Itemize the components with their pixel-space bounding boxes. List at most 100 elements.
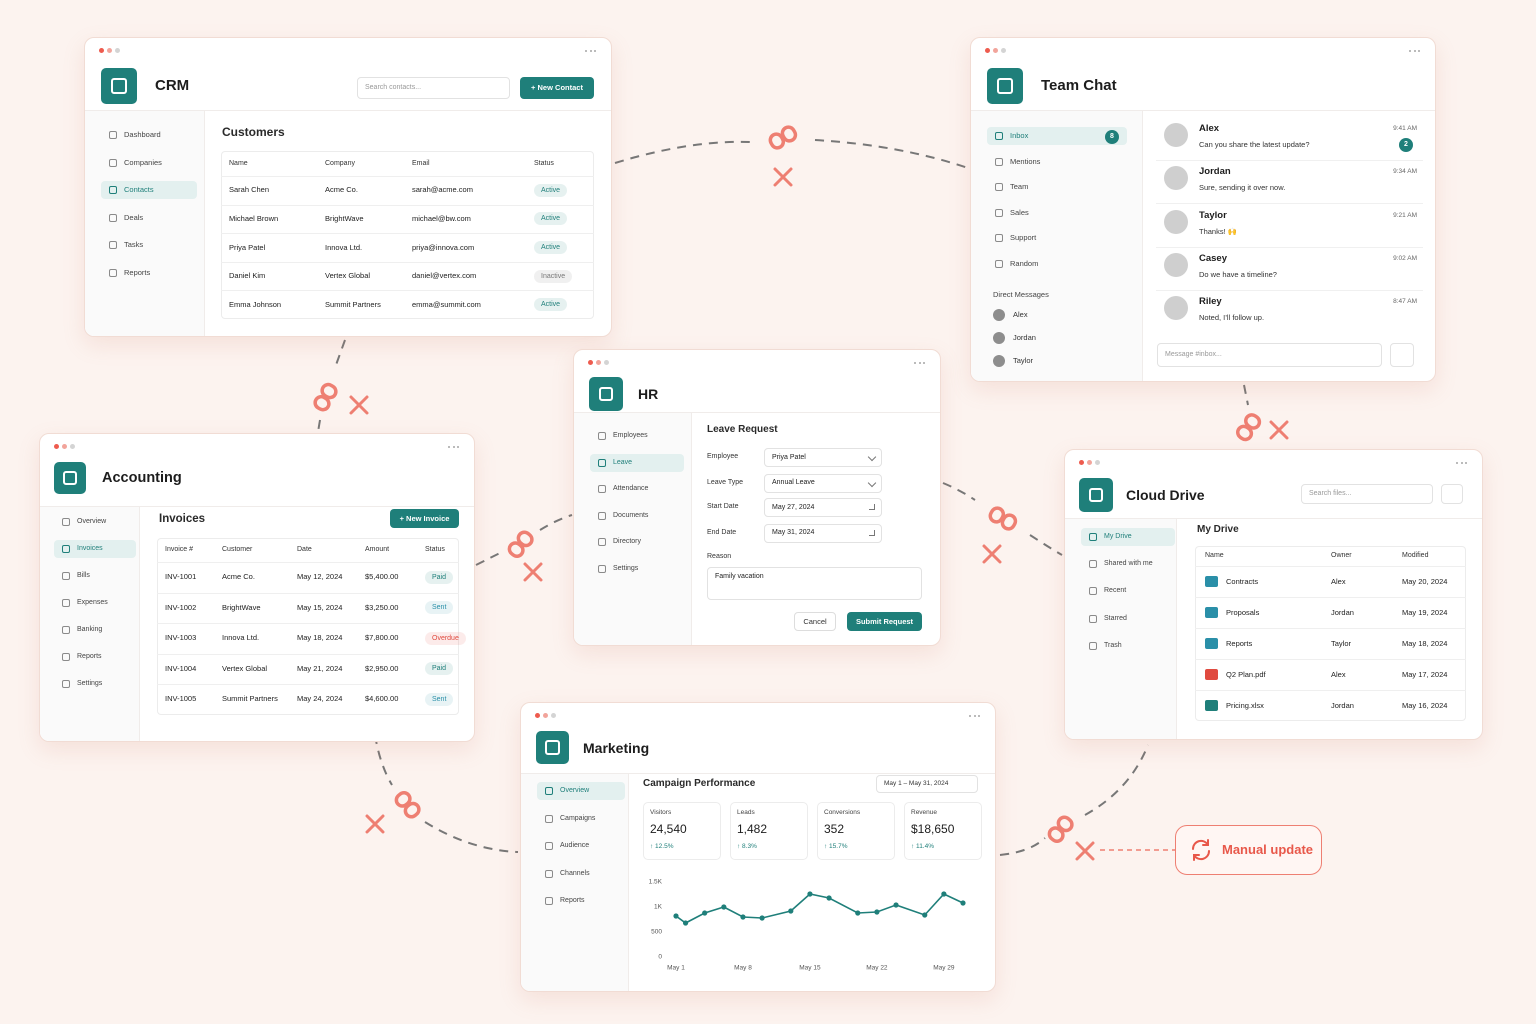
search-box-text[interactable]: Search contacts... [365, 84, 422, 91]
manual-update-label[interactable]: Manual update [1222, 842, 1314, 857]
nav-item[interactable]: Audience [560, 842, 590, 849]
nav-item[interactable]: Starred [1104, 614, 1127, 622]
primary-button-label[interactable]: + New Invoice [399, 513, 450, 523]
nav-item[interactable]: Channels [560, 869, 590, 877]
nav-item[interactable]: Shared with me [1104, 560, 1153, 568]
nav-item[interactable]: Expenses [77, 599, 108, 606]
message-divider [1156, 246, 1423, 248]
primary-button[interactable] [520, 77, 594, 99]
header-divider [574, 412, 940, 413]
search-box-text[interactable]: Search files... [1309, 490, 1352, 497]
nav-item[interactable]: Sales [1010, 207, 1029, 217]
connector-line [1029, 534, 1063, 556]
message-input-text[interactable]: Message #inbox... [1165, 351, 1222, 358]
row-divider [1195, 597, 1466, 598]
nav-item[interactable]: Trash [1104, 641, 1122, 649]
nav-item[interactable]: Campaigns [560, 814, 596, 822]
sender-name: Taylor [1199, 209, 1227, 221]
nav-item[interactable]: Dashboard [124, 130, 161, 139]
row-divider [157, 623, 459, 624]
textarea[interactable] [707, 567, 922, 600]
cross-mark [349, 395, 369, 415]
nav-item[interactable]: Mentions [1010, 156, 1041, 166]
window-dot [535, 713, 540, 718]
nav-item[interactable]: Settings [613, 564, 639, 572]
nav-item[interactable]: Documents [613, 511, 649, 519]
column-header: Name [1205, 552, 1224, 559]
search-box[interactable] [357, 77, 510, 99]
column-header: Amount [365, 546, 390, 553]
window: CRM Search contacts... + New Contact Dashbo… [84, 37, 612, 337]
connector-line [614, 140, 751, 164]
nav-item[interactable]: Overview [560, 787, 590, 794]
app-title: CRM [155, 77, 190, 94]
message-input[interactable] [1157, 343, 1382, 367]
nav-item[interactable]: Companies [124, 157, 162, 167]
nav-item[interactable]: Bills [77, 572, 90, 579]
broken-link-icon [1047, 815, 1074, 843]
primary-button-label[interactable]: + New Contact [531, 83, 583, 92]
kpi-change: ↑ 11.4% [911, 843, 935, 850]
date-range-select[interactable] [876, 775, 978, 793]
message-text: Can you share the latest update? [1199, 140, 1310, 149]
nav-item[interactable]: Overview [77, 518, 107, 525]
dm-item[interactable]: Alex [1013, 310, 1028, 319]
search-box[interactable] [1301, 484, 1433, 504]
nav-item[interactable]: Support [1010, 233, 1037, 242]
broken-link-icon [1235, 413, 1262, 442]
nav-item[interactable]: Employees [613, 432, 648, 439]
status-pill: Sent [425, 601, 454, 615]
manual-update-button[interactable] [1175, 825, 1322, 875]
dm-item[interactable]: Taylor [1013, 356, 1034, 365]
primary-button-label[interactable]: Submit Request [855, 616, 914, 626]
table-cell: INV-1005 [165, 694, 197, 704]
field-input-text[interactable]: Annual Leave [772, 479, 815, 486]
nav-item[interactable]: Recent [1104, 587, 1127, 595]
nav-item[interactable]: Reports [77, 653, 102, 660]
field-input-text[interactable]: May 31, 2024 [772, 529, 815, 536]
data-point [721, 904, 727, 910]
table-cell: May 18, 2024 [1402, 638, 1448, 648]
primary-button[interactable] [390, 509, 459, 528]
header-divider [40, 506, 474, 507]
nav-item[interactable]: Reports [124, 267, 151, 277]
nav-icon [995, 183, 1003, 191]
nav-item[interactable]: Banking [77, 626, 103, 633]
nav-item[interactable]: My Drive [1104, 533, 1132, 540]
nav-item[interactable]: Team [1010, 182, 1029, 191]
row-divider [221, 261, 594, 263]
nav-icon [1089, 533, 1097, 541]
nav-icon [598, 511, 606, 520]
nav-item[interactable]: Invoices [77, 545, 103, 552]
app-title: Team Chat [1041, 77, 1117, 94]
secondary-button-label[interactable]: Cancel [803, 616, 827, 626]
nav-item[interactable]: Attendance [613, 485, 649, 492]
grid-view-button[interactable] [1441, 484, 1463, 504]
nav-icon [1089, 641, 1097, 650]
field-input-text[interactable]: Priya Patel [772, 453, 806, 461]
nav-item[interactable]: Deals [124, 212, 144, 222]
field-input[interactable] [764, 473, 882, 493]
nav-item[interactable]: Settings [77, 680, 103, 687]
dm-item[interactable]: Jordan [1013, 333, 1036, 342]
nav-icon [598, 458, 606, 467]
nav-item[interactable]: Directory [613, 538, 642, 545]
secondary-button[interactable] [794, 612, 836, 631]
nav-item[interactable]: Reports [560, 897, 585, 904]
nav-item[interactable]: Leave [613, 458, 633, 466]
field-input[interactable] [764, 523, 882, 543]
emoji-button[interactable] [1390, 343, 1414, 367]
nav-item[interactable]: Tasks [124, 240, 144, 249]
nav-item[interactable]: Random [1010, 258, 1039, 268]
nav-item[interactable]: Contacts [124, 185, 154, 194]
x-tick-label: May 8 [734, 965, 752, 972]
field-input[interactable] [764, 448, 882, 467]
field-input[interactable] [764, 498, 882, 517]
message-divider [1156, 160, 1423, 161]
field-input-text[interactable]: May 27, 2024 [772, 503, 815, 511]
primary-button[interactable] [847, 612, 922, 631]
section-title: Campaign Performance [643, 778, 756, 789]
nav-icon [545, 897, 553, 905]
nav-item[interactable]: Inbox [1010, 131, 1029, 140]
date-range-select-text[interactable]: May 1 – May 31, 2024 [884, 780, 949, 787]
